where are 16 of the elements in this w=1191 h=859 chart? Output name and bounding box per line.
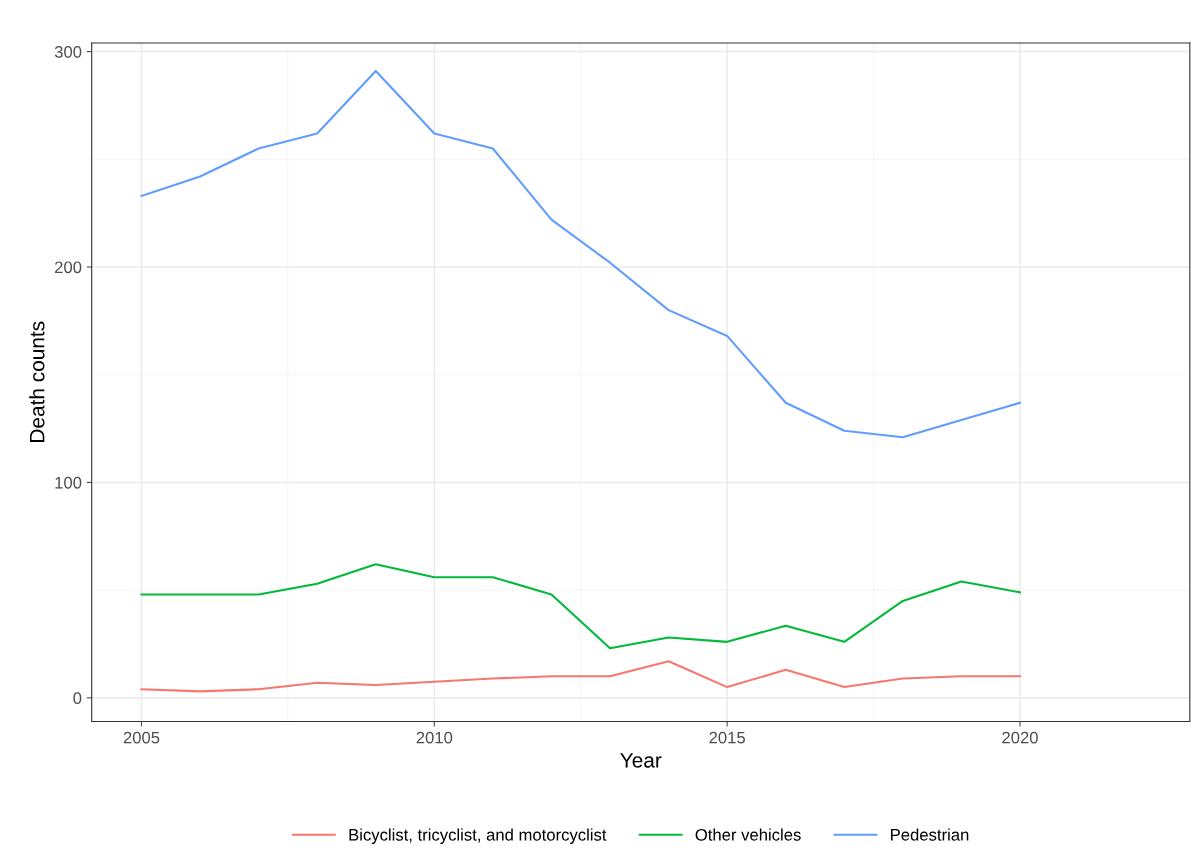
- x-axis-title: Year: [620, 753, 662, 768]
- legend-label: Pedestrian: [891, 828, 969, 841]
- line-series: [140, 563, 1022, 650]
- y-axis-title: Death counts: [29, 321, 45, 442]
- y-tick-label: 0: [73, 692, 82, 705]
- legend-label: Other vehicles: [695, 828, 801, 841]
- y-tick-label: 200: [55, 261, 82, 274]
- x-tick-label: 2015: [709, 731, 745, 744]
- x-tick-label: 2020: [1002, 731, 1038, 744]
- line-series: [140, 660, 1022, 693]
- x-tick-label: 2005: [123, 731, 160, 744]
- y-tick-label: 100: [55, 476, 82, 489]
- y-tick-label: 300: [54, 45, 82, 58]
- line-series: [140, 69, 1022, 439]
- legend-label: Bicyclist, tricyclist, and motorcyclist: [349, 828, 607, 844]
- x-tick-label: 2010: [416, 731, 453, 744]
